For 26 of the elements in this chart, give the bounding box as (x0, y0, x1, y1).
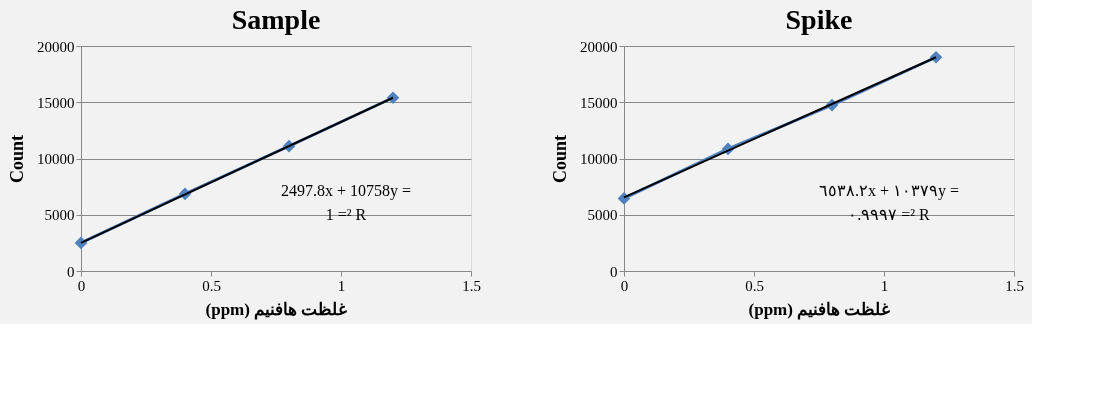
y-tick-label: 10000 (580, 151, 618, 167)
y-axis-title: Count (550, 134, 570, 184)
x-tick-label: 1 (880, 277, 889, 294)
x-tick-label: 0.5 (202, 277, 221, 294)
x-tick-label: 0 (620, 277, 629, 294)
chart-title: Spike (785, 4, 853, 35)
y-tick-label: 0 (67, 263, 75, 280)
y-axis-title: Count (7, 134, 27, 184)
y-tick-label: 10000 (37, 151, 75, 167)
y-tick-label: 15000 (37, 94, 75, 111)
y-tick-label: 20000 (580, 38, 618, 55)
x-tick-label: 0 (77, 277, 86, 294)
x-tick-label: 0.5 (745, 277, 764, 294)
y-tick-label: 20000 (37, 38, 75, 55)
x-tick-label: 1.5 (462, 277, 481, 294)
x-tick-label: 1.5 (1005, 277, 1024, 294)
y-tick-label: 15000 (580, 94, 618, 111)
y-tick-label: 5000 (44, 207, 75, 224)
annotation: 2497.8x + 10758y = 1 =² R (280, 182, 412, 223)
x-tick-label: 1 (337, 277, 346, 294)
y-tick-label: 5000 (587, 207, 618, 224)
x-axis-title: (ppm) غلظت هافنیم (748, 299, 891, 320)
chart-title: Sample (231, 4, 321, 35)
annotation: ٦٥٣٨.٢x + ١٠٣٧٩y = ٠.٩٩٩٧ =² R (818, 182, 960, 223)
y-tick-label: 0 (610, 263, 618, 280)
x-axis-title: (ppm) غلظت هافنیم (205, 299, 348, 320)
